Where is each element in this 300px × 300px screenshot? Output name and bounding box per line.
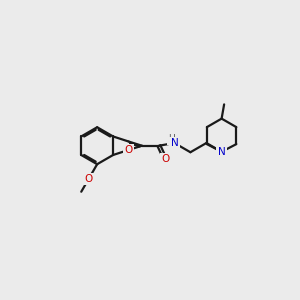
Text: N: N bbox=[170, 138, 178, 148]
Text: O: O bbox=[161, 154, 170, 164]
Text: H: H bbox=[168, 134, 175, 143]
Text: O: O bbox=[124, 145, 133, 155]
Text: N: N bbox=[218, 147, 226, 157]
Text: O: O bbox=[85, 174, 93, 184]
